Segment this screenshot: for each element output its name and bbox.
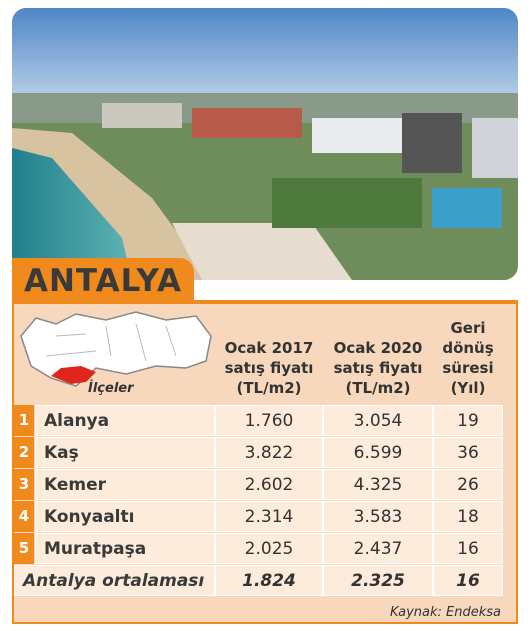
table-cell: 2.437	[323, 533, 433, 564]
table-cell: 26	[433, 469, 503, 500]
table-cell: 36	[433, 437, 503, 468]
column-header: dönüş	[442, 339, 494, 357]
table-cell: 3.822	[215, 437, 323, 468]
row-number: 5	[14, 533, 34, 564]
row-number: 4	[14, 501, 34, 532]
column-header: (TL/m2)	[345, 379, 411, 397]
table-cell: 3.583	[323, 501, 433, 532]
table-cell: 1.760	[215, 405, 323, 436]
average-label: Antalya ortalaması	[14, 565, 215, 596]
column-header: süresi	[442, 359, 494, 377]
table-cell: 2.025	[215, 533, 323, 564]
table-cell: 19	[433, 405, 503, 436]
photo-art	[12, 8, 518, 280]
district: Kemer	[35, 469, 215, 500]
table-cell: 4.325	[323, 469, 433, 500]
column-header: Ocak 2020	[333, 339, 423, 357]
row-number: 2	[14, 437, 34, 468]
row-number: 1	[14, 405, 34, 436]
district: Konyaaltı	[35, 501, 215, 532]
district: Alanya	[35, 405, 215, 436]
column-header: Ocak 2017	[224, 339, 314, 357]
district: Muratpaşa	[35, 533, 215, 564]
table-cell: 2.314	[215, 501, 323, 532]
district: Kaş	[35, 437, 215, 468]
column-header: satış fiyatı	[333, 359, 423, 377]
average-cell: 2.325	[323, 565, 433, 596]
table-cell: 18	[433, 501, 503, 532]
photo	[12, 8, 518, 280]
map: İlçeler	[20, 311, 212, 396]
average-cell: 16	[433, 565, 503, 596]
row-number: 3	[14, 469, 34, 500]
table-cell: 3.054	[323, 405, 433, 436]
column-header: (Yıl)	[450, 379, 486, 397]
table-cell: 6.599	[323, 437, 433, 468]
source: Kaynak: Endeksa	[390, 605, 501, 620]
map-label: İlçeler	[88, 380, 135, 396]
average-cell: 1.824	[215, 565, 323, 596]
column-header: (TL/m2)	[236, 379, 302, 397]
column-header: Geri	[450, 319, 486, 337]
table-cell: 16	[433, 533, 503, 564]
title-tab: ANTALYA	[12, 258, 194, 302]
table-cell: 2.602	[215, 469, 323, 500]
column-header: satış fiyatı	[224, 359, 314, 377]
